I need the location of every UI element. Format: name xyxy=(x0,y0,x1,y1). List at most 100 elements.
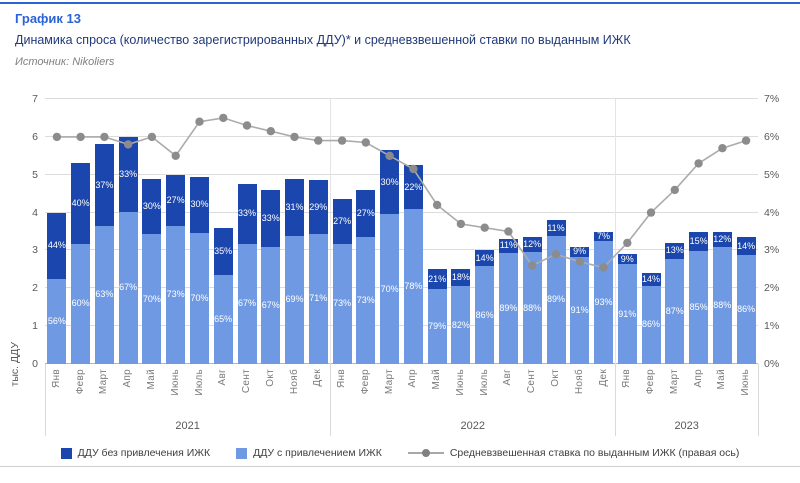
bar-segment-no-mortgage: 18% xyxy=(451,269,471,287)
bar-2021-Май: 30% 70% xyxy=(142,178,162,365)
x-axis-month-label: Авг xyxy=(502,369,514,386)
rate-point-dot xyxy=(171,151,180,160)
bar-segment-no-mortgage: 15% xyxy=(689,231,709,252)
bar-label-with-mortgage-pct: 79% xyxy=(428,321,447,332)
y-axis-tick-left: 3 xyxy=(32,244,38,257)
rate-point-dot xyxy=(100,132,109,142)
bar-label-with-mortgage-pct: 67% xyxy=(237,298,256,309)
rate-point-dot xyxy=(432,200,442,210)
bar-label-no-mortgage-pct: 21% xyxy=(428,273,447,284)
axis-separator xyxy=(615,364,617,436)
bar-label-with-mortgage-pct: 73% xyxy=(333,298,352,309)
year-divider xyxy=(615,99,617,364)
year-label: 2022 xyxy=(460,420,486,432)
bar-2022-Февр: 27% 73% xyxy=(356,189,376,364)
bar-segment-no-mortgage: 33% xyxy=(237,184,257,244)
gridline xyxy=(45,287,758,289)
bar-2021-Авг: 35% 65% xyxy=(213,227,233,364)
chart-source: Источник: Nikoliers xyxy=(15,56,115,68)
rate-point-dot xyxy=(575,257,584,266)
x-axis-month-label: Нояб xyxy=(288,369,300,395)
rate-point-dot xyxy=(195,117,204,126)
bar-segment-with-mortgage: 70% xyxy=(142,234,162,364)
bar-label-with-mortgage-pct: 88% xyxy=(523,302,542,313)
rate-point-dot xyxy=(670,185,679,195)
bar-label-with-mortgage-pct: 85% xyxy=(689,302,708,313)
bar-segment-with-mortgage: 86% xyxy=(475,266,495,364)
bar-2022-Июль: 14% 86% xyxy=(475,250,495,364)
y-axis-tick-right: 5% xyxy=(764,168,780,181)
bar-2021-Янв: 44% 56% xyxy=(47,212,67,364)
bar-segment-no-mortgage: 21% xyxy=(427,269,447,290)
bar-label-no-mortgage-pct: 33% xyxy=(119,168,138,179)
bar-label-no-mortgage-pct: 9% xyxy=(620,253,634,264)
bar-segment-with-mortgage: 82% xyxy=(451,286,471,364)
rate-point-dot xyxy=(409,164,418,174)
bar-segment-with-mortgage: 67% xyxy=(237,243,257,364)
bar-label-with-mortgage-pct: 69% xyxy=(285,294,304,305)
y-axis-tick-right: 0% xyxy=(764,358,780,370)
bar-2021-Февр: 40% 60% xyxy=(71,163,91,364)
rate-line-path xyxy=(56,117,747,269)
y-axis-tick-left: 5 xyxy=(32,168,38,181)
bar-segment-no-mortgage: 11% xyxy=(546,220,566,236)
rate-point-dot xyxy=(551,250,561,259)
bar-segment-no-mortgage: 12% xyxy=(712,231,732,248)
y-axis-tick-right: 7% xyxy=(764,93,780,105)
bar-segment-with-mortgage: 88% xyxy=(712,247,732,364)
bar-segment-with-mortgage: 73% xyxy=(166,225,186,364)
bar-label-no-mortgage-pct: 12% xyxy=(713,233,732,244)
bar-2021-Апр: 33% 67% xyxy=(118,136,138,364)
bar-2021-Июль: 30% 70% xyxy=(190,176,209,364)
bar-segment-no-mortgage: 30% xyxy=(380,150,400,215)
bar-label-no-mortgage-pct: 15% xyxy=(689,235,708,246)
bar-segment-no-mortgage: 40% xyxy=(71,163,91,244)
bar-2022-Нояб: 9% 91% xyxy=(570,246,590,364)
bar-segment-no-mortgage: 27% xyxy=(332,199,352,244)
chart-area: тыс. ДДУ 44% 56% 40% 60% 37% 63% 33% 67% 30% 70% 2… xyxy=(0,90,800,446)
bar-label-with-mortgage-pct: 87% xyxy=(665,305,684,316)
bar-segment-with-mortgage: 60% xyxy=(71,243,91,364)
axis-separator xyxy=(758,364,759,436)
bar-2023-Янв: 9% 91% xyxy=(617,253,637,364)
x-axis-month-label: Март xyxy=(383,369,395,395)
x-axis-month-label: Февр xyxy=(74,369,86,395)
bar-label-no-mortgage-pct: 27% xyxy=(333,216,352,227)
rate-point-dot xyxy=(456,219,466,229)
bar-2023-Май: 12% 88% xyxy=(712,231,732,365)
rate-point-dot xyxy=(361,138,370,147)
bar-label-no-mortgage-pct: 9% xyxy=(573,246,587,257)
bar-label-with-mortgage-pct: 67% xyxy=(261,300,280,311)
bar-2021-Окт: 33% 67% xyxy=(261,189,281,364)
bar-label-with-mortgage-pct: 67% xyxy=(119,282,138,293)
bar-label-no-mortgage-pct: 35% xyxy=(214,246,233,257)
rate-point-dot xyxy=(480,223,489,232)
bar-label-with-mortgage-pct: 56% xyxy=(47,316,66,327)
bar-segment-no-mortgage: 33% xyxy=(261,189,281,248)
bar-segment-no-mortgage: 9% xyxy=(617,253,637,265)
x-axis-month-label: Нояб xyxy=(573,369,585,395)
bar-2022-Дек: 7% 93% xyxy=(594,231,613,365)
x-axis-month-label: Янв xyxy=(621,369,633,388)
x-axis-month-label: Июль xyxy=(478,369,490,396)
legend-label-with-mortgage: ДДУ с привлечением ИЖК xyxy=(253,447,382,459)
bar-label-no-mortgage-pct: 14% xyxy=(475,252,494,263)
gridline xyxy=(45,135,758,137)
y-axis-tick-right: 1% xyxy=(764,320,780,333)
bar-label-no-mortgage-pct: 33% xyxy=(261,213,280,224)
rate-point-dot xyxy=(124,140,133,149)
rate-point-dot xyxy=(52,132,62,142)
bar-segment-with-mortgage: 91% xyxy=(617,264,637,364)
rate-point-dot xyxy=(219,113,228,123)
rate-point-dot xyxy=(646,208,656,217)
x-axis-month-label: Май xyxy=(716,369,728,390)
axis-separator xyxy=(45,364,46,436)
bar-segment-no-mortgage: 29% xyxy=(308,180,328,234)
bar-segment-with-mortgage: 91% xyxy=(570,257,590,364)
rate-point-dot xyxy=(694,159,703,168)
x-axis-month-label: Июнь xyxy=(169,369,181,396)
legend-item-with-mortgage: ДДУ с привлечением ИЖК xyxy=(236,447,382,459)
bar-label-with-mortgage-pct: 88% xyxy=(713,300,732,311)
rate-point-dot xyxy=(718,144,727,153)
bar-segment-no-mortgage: 14% xyxy=(641,273,661,286)
